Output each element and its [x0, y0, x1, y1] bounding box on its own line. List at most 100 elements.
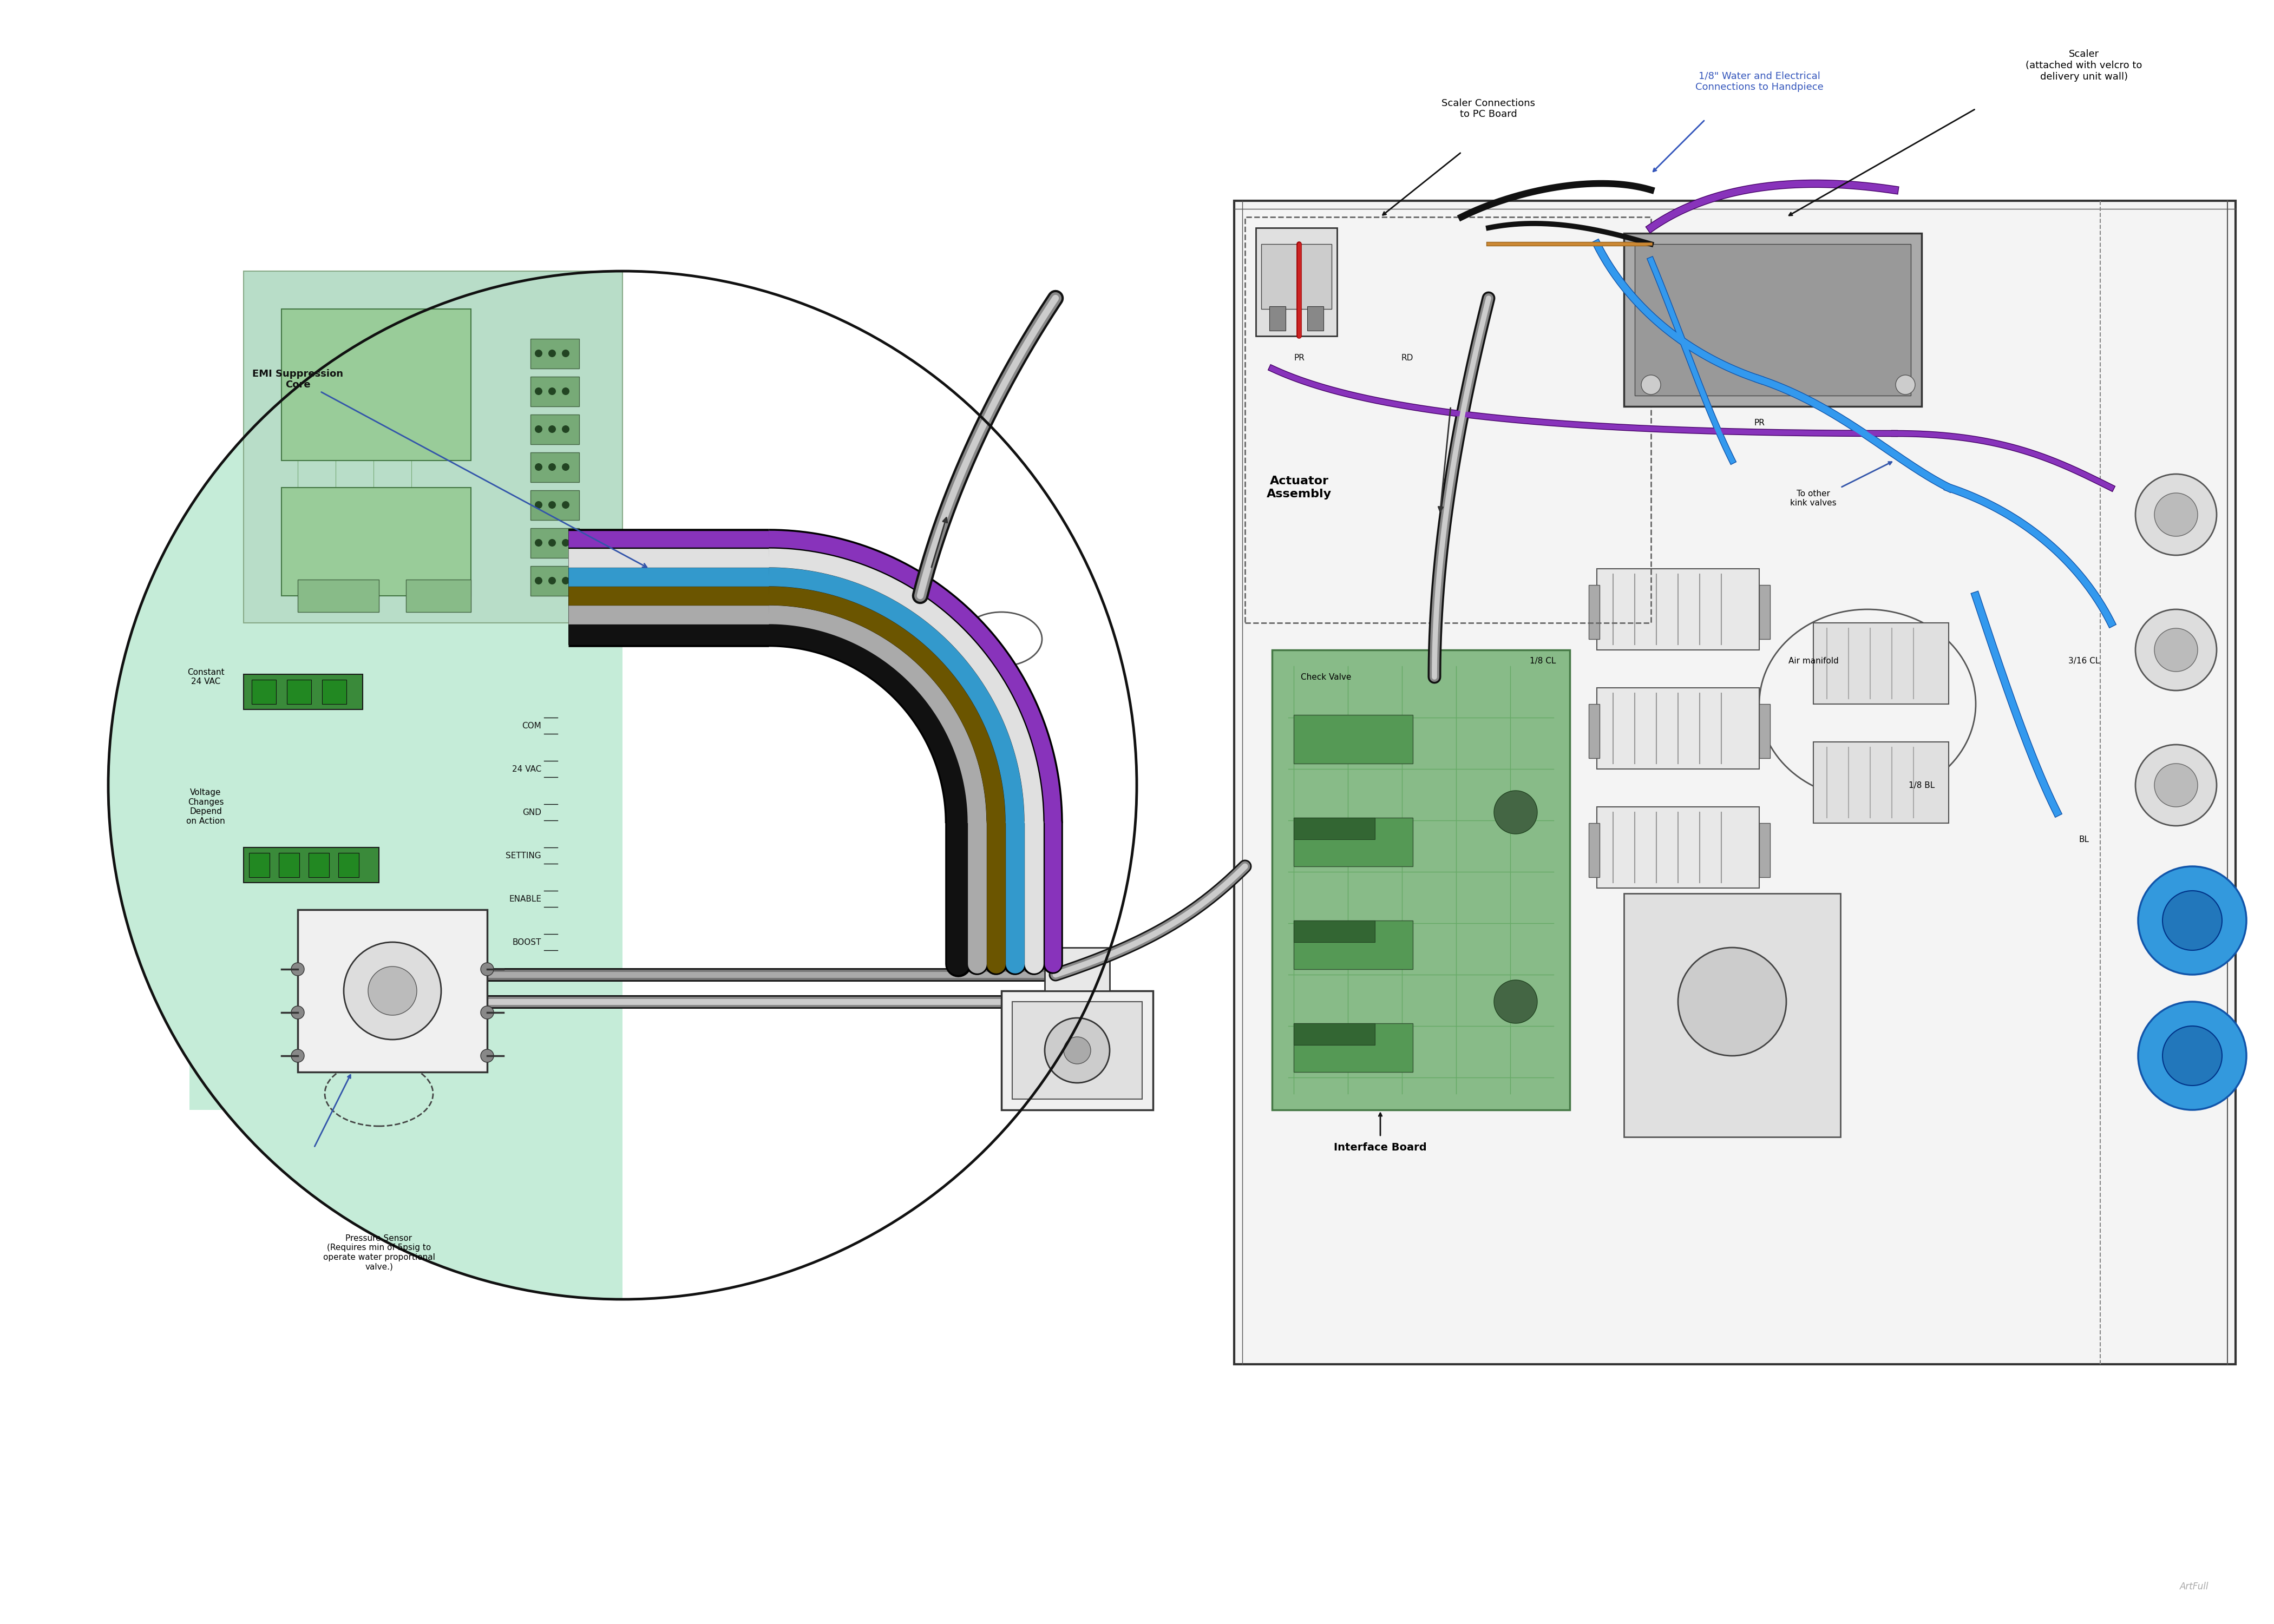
Bar	[339, 853, 359, 877]
Text: Check Valve: Check Valve	[1301, 672, 1351, 680]
Circle shape	[562, 577, 568, 585]
Bar	[1294, 921, 1376, 942]
Bar	[1760, 705, 1769, 758]
Bar	[243, 848, 380, 882]
Bar	[243, 271, 623, 624]
Bar	[1294, 921, 1412, 970]
Bar	[1294, 1023, 1412, 1072]
Text: Interface Board: Interface Board	[1335, 1143, 1426, 1153]
Circle shape	[534, 388, 543, 395]
Bar	[323, 680, 346, 705]
Circle shape	[2153, 628, 2197, 672]
Bar	[1271, 650, 1569, 1109]
Circle shape	[1494, 979, 1537, 1023]
Text: Pressure Sensor
(Requires min of 5psig to
operate water proportional
valve.): Pressure Sensor (Requires min of 5psig t…	[323, 1234, 434, 1270]
Text: GND: GND	[523, 809, 541, 817]
Circle shape	[2135, 474, 2217, 555]
Bar	[1244, 218, 1651, 624]
Circle shape	[2138, 866, 2247, 974]
Bar	[530, 377, 580, 406]
Bar	[1235, 201, 2235, 1364]
Circle shape	[480, 1049, 493, 1062]
Text: 3/16 CL: 3/16 CL	[2069, 656, 2099, 664]
Circle shape	[534, 577, 543, 585]
Bar	[309, 853, 330, 877]
Bar	[530, 414, 580, 445]
Bar	[1760, 585, 1769, 640]
Bar	[1590, 705, 1599, 758]
Bar	[1812, 742, 1949, 823]
Bar	[530, 339, 580, 369]
Text: ENABLE: ENABLE	[509, 895, 541, 903]
Circle shape	[1678, 947, 1787, 1056]
Bar	[1624, 893, 1840, 1137]
Text: RD: RD	[1401, 354, 1414, 362]
Bar	[1760, 823, 1769, 877]
Bar	[243, 674, 362, 710]
Text: PR: PR	[1294, 354, 1305, 362]
Text: Constant
24 VAC: Constant 24 VAC	[186, 667, 225, 685]
Text: Scaler Connections
to PC Board: Scaler Connections to PC Board	[1442, 99, 1535, 119]
Bar	[530, 490, 580, 520]
Text: BL: BL	[2078, 835, 2090, 843]
Circle shape	[368, 966, 416, 1015]
Circle shape	[2163, 1026, 2222, 1085]
Text: BOOST: BOOST	[512, 939, 541, 947]
Circle shape	[2153, 494, 2197, 536]
Circle shape	[548, 463, 555, 471]
Text: EMI Suppression
Core: EMI Suppression Core	[252, 369, 646, 567]
Bar	[282, 487, 471, 596]
Circle shape	[1642, 375, 1660, 395]
Bar	[530, 453, 580, 482]
Text: PR: PR	[1753, 419, 1765, 427]
Circle shape	[534, 349, 543, 357]
Circle shape	[548, 388, 555, 395]
Circle shape	[548, 502, 555, 508]
Text: 24 VAC: 24 VAC	[512, 765, 541, 773]
Circle shape	[291, 963, 305, 976]
Bar	[1308, 307, 1323, 331]
Circle shape	[2138, 1002, 2247, 1109]
Circle shape	[562, 502, 568, 508]
Bar	[530, 567, 580, 596]
Circle shape	[2135, 745, 2217, 825]
Circle shape	[548, 425, 555, 434]
Circle shape	[562, 463, 568, 471]
Circle shape	[548, 577, 555, 585]
Bar	[1596, 568, 1760, 650]
Bar	[298, 909, 487, 1072]
Bar	[1596, 807, 1760, 888]
Circle shape	[2163, 890, 2222, 950]
Circle shape	[2135, 609, 2217, 690]
Bar	[1812, 624, 1949, 705]
Bar	[1269, 307, 1285, 331]
Circle shape	[1494, 791, 1537, 833]
Bar	[1044, 947, 1110, 991]
Circle shape	[1044, 1018, 1110, 1083]
Text: 1/8" Water and Electrical
Connections to Handpiece: 1/8" Water and Electrical Connections to…	[1694, 71, 1824, 93]
Bar	[1635, 244, 1910, 396]
Bar	[1624, 234, 1922, 406]
Bar	[1294, 817, 1412, 866]
Bar	[1262, 244, 1333, 309]
Polygon shape	[109, 271, 623, 1299]
Bar	[1590, 823, 1599, 877]
Bar	[189, 893, 623, 1109]
Bar	[1255, 227, 1337, 336]
Bar	[282, 309, 471, 461]
Text: Actuator
Assembly: Actuator Assembly	[1267, 476, 1333, 499]
Bar	[407, 580, 471, 612]
Circle shape	[1064, 1036, 1092, 1064]
Text: 1/8 BL: 1/8 BL	[1908, 781, 1935, 789]
Bar	[252, 680, 275, 705]
Bar	[530, 528, 580, 559]
Bar	[1001, 991, 1153, 1109]
Circle shape	[548, 349, 555, 357]
Text: 1/8 CL: 1/8 CL	[1530, 656, 1555, 664]
Circle shape	[562, 539, 568, 547]
Text: SETTING: SETTING	[505, 851, 541, 859]
Circle shape	[534, 425, 543, 434]
Circle shape	[343, 942, 441, 1039]
Text: COM: COM	[523, 721, 541, 729]
Bar	[1294, 715, 1412, 763]
